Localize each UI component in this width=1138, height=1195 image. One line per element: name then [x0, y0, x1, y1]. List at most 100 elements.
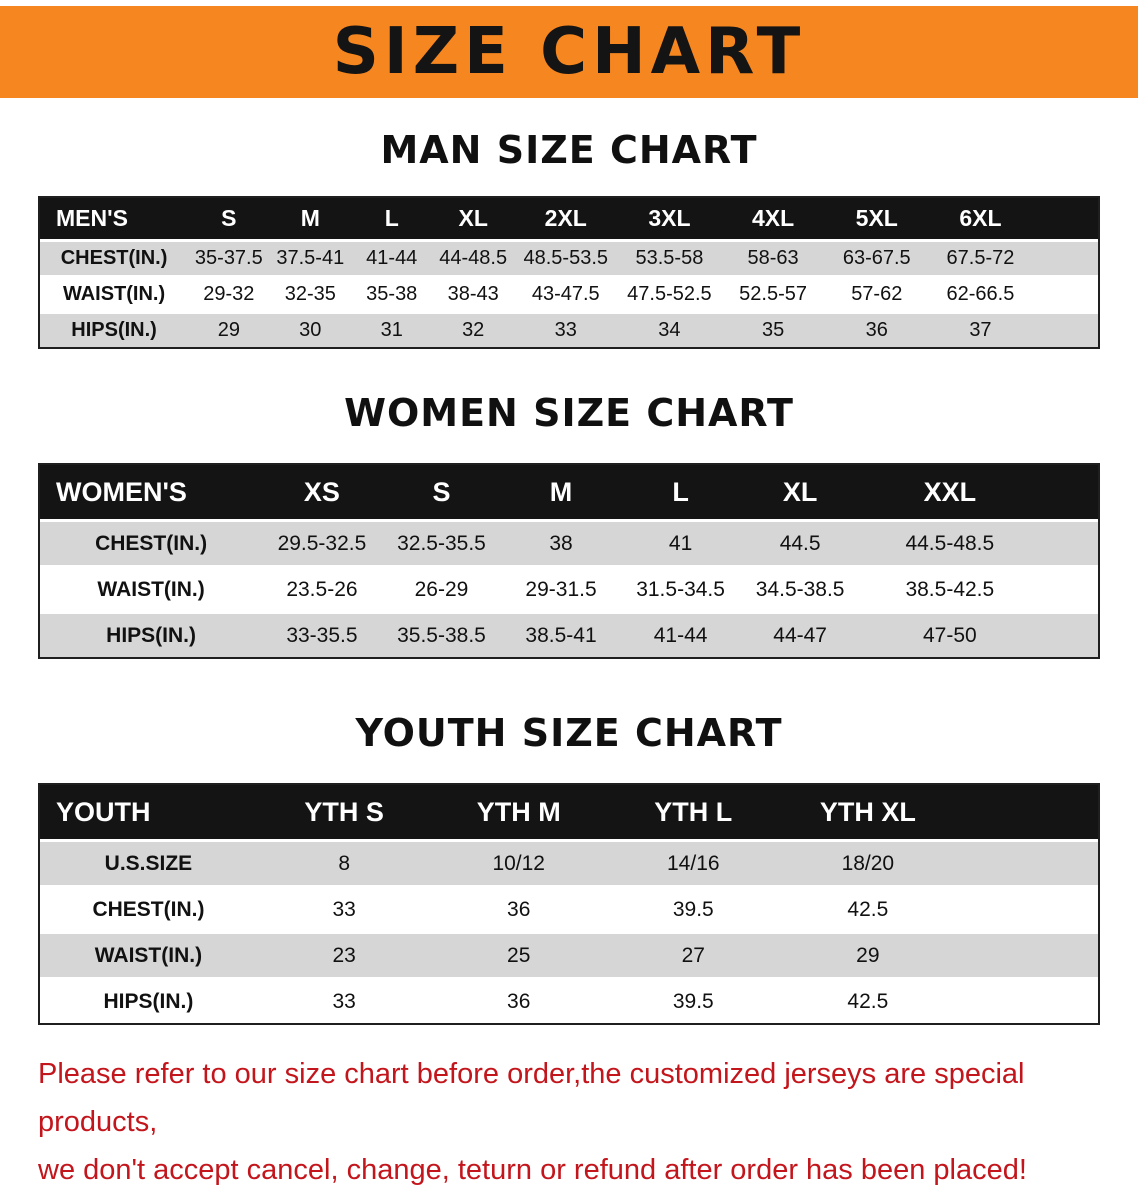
men-size-table: MEN'S S M L XL 2XL 3XL 4XL 5XL 6XL CHEST… — [38, 196, 1100, 349]
size-value-cell: 35.5-38.5 — [397, 623, 486, 647]
women-hips-row: HIPS(IN.) 33-35.5 35.5-38.5 38.5-41 41-4… — [40, 614, 1098, 657]
youth-waist-row: WAIST(IN.) 23 25 27 29 — [40, 934, 1098, 977]
size-value-cell: 44.5-48.5 — [905, 531, 995, 555]
size-header-cell: L — [384, 205, 399, 231]
size-header-cell: YTH L — [654, 796, 733, 827]
youth-header-label: YOUTH — [56, 796, 151, 827]
size-value-cell: 18/20 — [841, 851, 895, 875]
size-value-cell: 35-37.5 — [194, 247, 263, 269]
size-value-cell: 33 — [332, 989, 356, 1013]
youth-hips-row: HIPS(IN.) 33 36 39.5 42.5 — [40, 980, 1098, 1023]
women-waist-row: WAIST(IN.) 23.5-26 26-29 29-31.5 31.5-34… — [40, 568, 1098, 611]
row-label-cell: WAIST(IN.) — [62, 283, 166, 305]
row-label-cell: HIPS(IN.) — [71, 319, 157, 341]
size-value-cell: 25 — [507, 943, 531, 967]
size-value-cell: 38.5-42.5 — [905, 577, 995, 601]
row-label-cell: CHEST(IN.) — [92, 897, 205, 921]
row-label-cell: HIPS(IN.) — [106, 623, 196, 647]
women-table-header-row: WOMEN'S XS S M L XL XXL — [40, 465, 1098, 519]
size-value-cell: 62-66.5 — [946, 283, 1015, 305]
size-value-cell: 32-35 — [284, 283, 336, 305]
size-header-cell: 5XL — [855, 205, 898, 231]
size-value-cell: 32 — [462, 319, 485, 341]
men-hips-row: HIPS(IN.) 29 30 31 32 33 34 35 36 37 — [40, 314, 1098, 347]
size-value-cell: 47-50 — [922, 623, 977, 647]
size-header-cell: XL — [458, 205, 488, 231]
size-value-cell: 30 — [299, 319, 322, 341]
size-header-cell: 3XL — [648, 205, 691, 231]
size-value-cell: 29 — [217, 319, 240, 341]
size-header-cell: S — [221, 205, 237, 231]
men-waist-row: WAIST(IN.) 29-32 32-35 35-38 38-43 43-47… — [40, 278, 1098, 311]
size-value-cell: 31.5-34.5 — [636, 577, 725, 601]
size-header-cell: L — [672, 476, 689, 507]
size-value-cell: 33-35.5 — [286, 623, 358, 647]
youth-table-header-row: YOUTH YTH S YTH M YTH L YTH XL — [40, 785, 1098, 839]
row-label-cell: WAIST(IN.) — [94, 943, 203, 967]
women-chest-row: CHEST(IN.) 29.5-32.5 32.5-35.5 38 41 44.… — [40, 522, 1098, 565]
size-value-cell: 42.5 — [847, 989, 889, 1013]
women-size-table: WOMEN'S XS S M L XL XXL CHEST(IN.) 29.5-… — [38, 463, 1100, 659]
youth-size-table: YOUTH YTH S YTH M YTH L YTH XL U.S.SIZE … — [38, 783, 1100, 1025]
size-value-cell: 29 — [856, 943, 880, 967]
row-label-cell: U.S.SIZE — [104, 851, 193, 875]
size-value-cell: 38-43 — [447, 283, 499, 305]
size-header-cell: M — [549, 476, 573, 507]
size-value-cell: 35-38 — [366, 283, 418, 305]
men-table-header-row: MEN'S S M L XL 2XL 3XL 4XL 5XL 6XL — [40, 198, 1098, 239]
size-header-cell: YTH M — [476, 796, 561, 827]
size-value-cell: 63-67.5 — [842, 247, 911, 269]
order-notice: Please refer to our size chart before or… — [38, 1051, 1100, 1195]
size-value-cell: 37 — [969, 319, 992, 341]
size-value-cell: 10/12 — [492, 851, 545, 875]
size-value-cell: 34.5-38.5 — [755, 577, 845, 601]
youth-size-section: YOUTH SIZE CHART YOUTH YTH S YTH M YTH L… — [0, 711, 1138, 1025]
size-header-cell: 4XL — [752, 205, 795, 231]
banner: SIZE CHART — [0, 6, 1138, 98]
men-chart-heading: MAN SIZE CHART — [380, 128, 758, 172]
size-value-cell: 34 — [658, 319, 681, 341]
row-label-cell: CHEST(IN.) — [95, 531, 208, 555]
size-value-cell: 42.5 — [847, 897, 889, 921]
size-value-cell: 29-31.5 — [525, 577, 597, 601]
size-value-cell: 36 — [865, 319, 888, 341]
size-value-cell: 41 — [668, 531, 693, 555]
size-header-cell: 2XL — [544, 205, 587, 231]
men-size-section: MAN SIZE CHART MEN'S S M L XL 2XL 3XL 4X… — [0, 128, 1138, 349]
size-value-cell: 44-48.5 — [439, 247, 508, 269]
size-header-cell: YTH S — [304, 796, 384, 827]
size-value-cell: 38.5-41 — [525, 623, 597, 647]
size-value-cell: 33 — [554, 319, 577, 341]
size-value-cell: 67.5-72 — [946, 247, 1015, 269]
size-value-cell: 41-44 — [366, 247, 418, 269]
size-value-cell: 48.5-53.5 — [523, 247, 609, 269]
notice-line-1: Please refer to our size chart before or… — [38, 1058, 1025, 1138]
size-value-cell: 53.5-58 — [635, 247, 704, 269]
women-chart-heading: WOMEN SIZE CHART — [344, 391, 794, 435]
size-header-cell: XL — [782, 476, 818, 507]
size-value-cell: 23.5-26 — [286, 577, 358, 601]
size-value-cell: 44-47 — [773, 623, 827, 647]
row-label-cell: CHEST(IN.) — [60, 247, 168, 269]
size-header-cell: 6XL — [959, 205, 1002, 231]
size-value-cell: 41-44 — [653, 623, 708, 647]
size-value-cell: 31 — [380, 319, 403, 341]
size-value-cell: 47.5-52.5 — [627, 283, 712, 305]
size-value-cell: 38 — [549, 531, 573, 555]
size-value-cell: 23 — [332, 943, 356, 967]
size-value-cell: 32.5-35.5 — [397, 531, 486, 555]
youth-chart-heading: YOUTH SIZE CHART — [355, 711, 783, 755]
size-value-cell: 29.5-32.5 — [277, 531, 367, 555]
size-value-cell: 39.5 — [672, 897, 714, 921]
size-value-cell: 52.5-57 — [739, 283, 808, 305]
size-value-cell: 36 — [507, 897, 531, 921]
size-header-cell: XS — [303, 476, 340, 507]
row-label-cell: HIPS(IN.) — [103, 989, 194, 1013]
size-value-cell: 36 — [507, 989, 531, 1013]
row-label-cell: WAIST(IN.) — [97, 577, 205, 601]
size-value-cell: 57-62 — [851, 283, 903, 305]
size-value-cell: 27 — [681, 943, 705, 967]
size-header-cell: S — [432, 476, 451, 507]
page-title: SIZE CHART — [332, 15, 806, 89]
